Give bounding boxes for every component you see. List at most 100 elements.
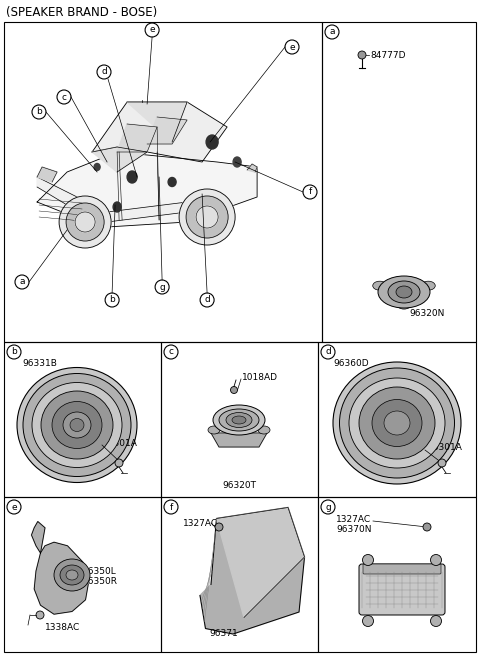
Ellipse shape bbox=[52, 401, 102, 449]
Text: e: e bbox=[149, 26, 155, 35]
Ellipse shape bbox=[59, 196, 111, 248]
Bar bbox=[161, 497, 318, 652]
Ellipse shape bbox=[75, 212, 95, 232]
Circle shape bbox=[362, 554, 373, 565]
Text: 96360D: 96360D bbox=[333, 359, 369, 369]
Text: 96331B: 96331B bbox=[22, 359, 57, 369]
Ellipse shape bbox=[333, 362, 461, 484]
Ellipse shape bbox=[233, 157, 241, 167]
Polygon shape bbox=[92, 147, 147, 172]
Ellipse shape bbox=[388, 281, 420, 303]
Ellipse shape bbox=[32, 382, 122, 468]
Ellipse shape bbox=[186, 196, 228, 238]
Text: 1018AD: 1018AD bbox=[242, 373, 278, 382]
Text: b: b bbox=[109, 295, 115, 304]
Text: 96301A: 96301A bbox=[427, 443, 462, 453]
Text: 1338AC: 1338AC bbox=[45, 623, 80, 632]
Circle shape bbox=[230, 386, 238, 394]
Circle shape bbox=[115, 459, 123, 467]
Text: 96320T: 96320T bbox=[222, 480, 256, 489]
Ellipse shape bbox=[206, 135, 218, 149]
Text: g: g bbox=[325, 502, 331, 512]
Ellipse shape bbox=[373, 281, 387, 290]
Bar bbox=[4, 22, 322, 342]
Polygon shape bbox=[117, 124, 157, 152]
Ellipse shape bbox=[397, 300, 411, 309]
Text: 96370N: 96370N bbox=[336, 525, 372, 535]
Polygon shape bbox=[37, 167, 57, 182]
Circle shape bbox=[438, 459, 446, 467]
Circle shape bbox=[431, 554, 442, 565]
Bar bbox=[4, 342, 161, 497]
Ellipse shape bbox=[66, 570, 78, 580]
Polygon shape bbox=[37, 152, 257, 227]
Text: e: e bbox=[11, 502, 17, 512]
Polygon shape bbox=[247, 164, 257, 172]
Ellipse shape bbox=[113, 202, 121, 212]
Text: d: d bbox=[101, 68, 107, 77]
Text: 96320N: 96320N bbox=[409, 310, 444, 319]
Circle shape bbox=[423, 523, 431, 531]
Ellipse shape bbox=[17, 367, 137, 483]
Polygon shape bbox=[34, 543, 88, 614]
Ellipse shape bbox=[70, 419, 84, 432]
Text: f: f bbox=[308, 188, 312, 197]
Ellipse shape bbox=[226, 413, 252, 428]
Polygon shape bbox=[127, 102, 187, 142]
Text: (SPEAKER BRAND - BOSE): (SPEAKER BRAND - BOSE) bbox=[6, 6, 157, 19]
Polygon shape bbox=[37, 177, 187, 222]
Ellipse shape bbox=[54, 559, 90, 591]
Polygon shape bbox=[216, 508, 304, 617]
Circle shape bbox=[36, 611, 44, 619]
Ellipse shape bbox=[23, 373, 131, 476]
Polygon shape bbox=[32, 522, 45, 553]
Circle shape bbox=[362, 615, 373, 626]
Text: c: c bbox=[168, 348, 173, 356]
Circle shape bbox=[431, 615, 442, 626]
Ellipse shape bbox=[219, 409, 259, 431]
Ellipse shape bbox=[60, 565, 84, 585]
Ellipse shape bbox=[359, 387, 435, 459]
Ellipse shape bbox=[63, 412, 91, 438]
Ellipse shape bbox=[396, 286, 412, 298]
Text: e: e bbox=[289, 43, 295, 52]
Polygon shape bbox=[147, 117, 187, 144]
Ellipse shape bbox=[349, 378, 445, 468]
Text: b: b bbox=[36, 108, 42, 117]
Bar bbox=[318, 342, 476, 497]
Ellipse shape bbox=[208, 426, 220, 434]
Text: 1327AC: 1327AC bbox=[183, 518, 218, 527]
Ellipse shape bbox=[372, 400, 422, 447]
Text: f: f bbox=[169, 502, 173, 512]
Text: 96301A: 96301A bbox=[102, 438, 137, 447]
Ellipse shape bbox=[378, 276, 430, 308]
Text: 1327AC: 1327AC bbox=[336, 514, 371, 523]
Ellipse shape bbox=[213, 405, 265, 435]
Polygon shape bbox=[200, 508, 304, 634]
Ellipse shape bbox=[94, 163, 100, 171]
Ellipse shape bbox=[384, 411, 410, 435]
Text: c: c bbox=[61, 92, 67, 102]
Ellipse shape bbox=[179, 189, 235, 245]
Bar bbox=[4, 497, 161, 652]
Ellipse shape bbox=[232, 416, 246, 424]
Bar bbox=[322, 22, 476, 342]
Text: d: d bbox=[325, 348, 331, 356]
Ellipse shape bbox=[421, 281, 435, 290]
Text: 96350R: 96350R bbox=[82, 577, 117, 586]
Ellipse shape bbox=[66, 203, 104, 241]
Ellipse shape bbox=[127, 171, 137, 183]
Circle shape bbox=[215, 523, 223, 531]
Polygon shape bbox=[211, 433, 267, 447]
Ellipse shape bbox=[339, 368, 455, 478]
Ellipse shape bbox=[196, 206, 218, 228]
Text: d: d bbox=[204, 295, 210, 304]
FancyBboxPatch shape bbox=[363, 564, 441, 574]
Circle shape bbox=[358, 51, 366, 59]
Ellipse shape bbox=[168, 178, 176, 186]
Text: g: g bbox=[159, 283, 165, 291]
Text: a: a bbox=[19, 277, 25, 287]
Ellipse shape bbox=[41, 391, 113, 459]
Ellipse shape bbox=[258, 426, 270, 434]
Text: 96350L: 96350L bbox=[82, 567, 116, 577]
